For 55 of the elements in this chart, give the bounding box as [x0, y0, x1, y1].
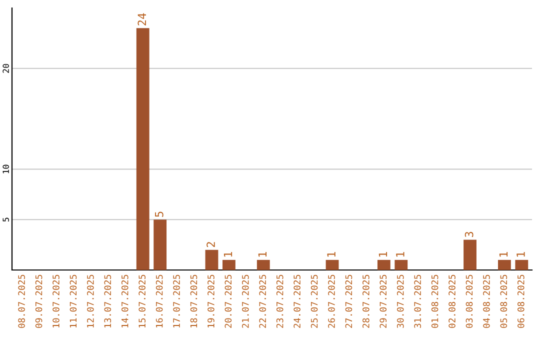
x-tick-label: 01.08.2025 [431, 274, 438, 328]
data-label: 2 [206, 242, 215, 248]
data-label: 1 [499, 252, 508, 257]
data-label: 1 [396, 252, 404, 257]
x-tick-label: 24.07.2025 [294, 274, 300, 328]
x-tick-label: 22.07.2025 [259, 274, 266, 328]
bar [222, 260, 236, 270]
x-tick-label: 31.07.2025 [414, 274, 421, 328]
y-tick-label: 5 [2, 218, 9, 222]
bar [377, 260, 390, 270]
x-tick-label: 05.08.2025 [500, 274, 508, 328]
data-label: 1 [258, 252, 266, 257]
x-tick-label: 11.07.2025 [70, 274, 77, 328]
x-tick-label: 09.07.2025 [35, 274, 42, 328]
bar [464, 240, 476, 270]
data-label: 1 [327, 252, 336, 257]
x-tick-label: 12.07.2025 [87, 274, 94, 328]
bar [205, 250, 218, 270]
bar [515, 260, 528, 270]
data-label: 24 [138, 13, 146, 26]
bar [394, 260, 408, 270]
data-label: 1 [224, 252, 232, 257]
x-tick-label: 30.07.2025 [396, 274, 404, 328]
x-tick-label: 02.08.2025 [448, 274, 456, 328]
bar [498, 260, 511, 270]
x-tick-label: 26.07.2025 [328, 274, 335, 328]
x-tick-label: 27.07.2025 [345, 274, 352, 328]
data-label: 1 [516, 252, 525, 257]
x-tick-label: 23.07.2025 [276, 274, 284, 328]
bar [154, 220, 167, 270]
x-tick-label: 10.07.2025 [52, 274, 60, 328]
y-tick-label: 20 [2, 64, 9, 73]
bar [256, 260, 270, 270]
x-tick-label: 03.08.2025 [466, 274, 473, 328]
x-tick-label: 20.07.2025 [224, 274, 232, 328]
x-tick-label: 21.07.2025 [242, 274, 249, 328]
x-tick-label: 17.07.2025 [173, 274, 180, 328]
data-label: 3 [464, 232, 474, 238]
x-tick-label: 13.07.2025 [104, 274, 112, 328]
x-tick-label: 06.08.2025 [517, 274, 524, 328]
x-tick-label: 29.07.2025 [380, 274, 387, 328]
x-tick-label: 28.07.2025 [362, 274, 370, 328]
bar [136, 28, 150, 270]
x-tick-label: 14.07.2025 [121, 274, 128, 328]
x-tick-label: 19.07.2025 [208, 274, 214, 328]
x-tick-label: 25.07.2025 [310, 274, 318, 328]
x-tick-label: 04.08.2025 [483, 274, 490, 328]
x-tick-label: 16.07.2025 [156, 274, 163, 328]
data-label: 1 [378, 252, 388, 257]
x-tick-label: 18.07.2025 [190, 274, 198, 328]
bar [326, 260, 339, 270]
data-label: 5 [155, 212, 164, 217]
y-tick-label: 10 [2, 164, 9, 174]
x-tick-label: 08.07.2025 [18, 274, 25, 328]
x-tick-label: 15.07.2025 [138, 274, 146, 328]
